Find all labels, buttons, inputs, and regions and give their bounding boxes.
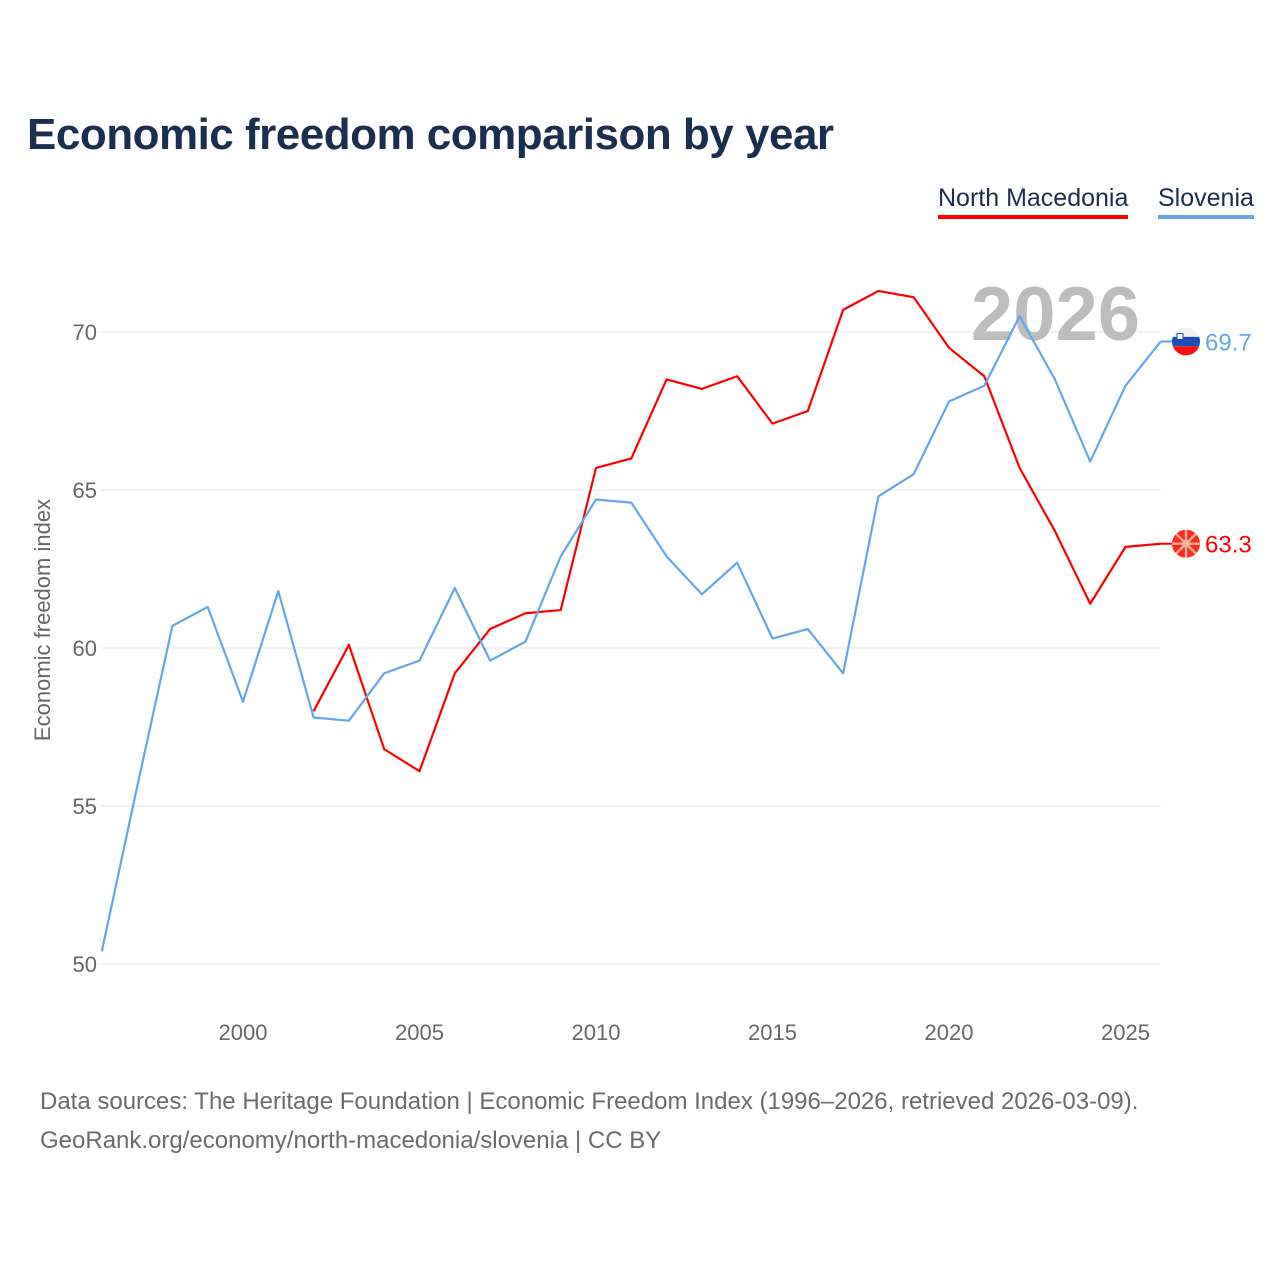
north-macedonia-flag-icon xyxy=(1172,529,1200,558)
series-line-north-macedonia xyxy=(312,289,1161,773)
y-tick-label: 55 xyxy=(73,794,97,819)
y-axis-label: Economic freedom index xyxy=(30,499,55,741)
x-tick-label: 2005 xyxy=(395,1020,444,1045)
y-tick-label: 50 xyxy=(73,952,97,977)
year-watermark: 2026 xyxy=(971,272,1140,357)
slovenia-flag-icon xyxy=(1172,327,1200,356)
x-tick-label: 2010 xyxy=(572,1020,621,1045)
chart-title: Economic freedom comparison by year xyxy=(27,110,834,159)
x-tick-label: 2020 xyxy=(925,1020,974,1045)
y-tick-label: 65 xyxy=(73,478,97,503)
x-tick-label: 2000 xyxy=(219,1020,268,1045)
y-tick-label: 70 xyxy=(73,320,97,345)
footer-sources: Data sources: The Heritage Foundation | … xyxy=(40,1088,1139,1115)
series-line-slovenia xyxy=(100,315,1162,952)
legend-north-macedonia[interactable]: North Macedonia xyxy=(938,184,1129,219)
x-tick-label: 2015 xyxy=(748,1020,797,1045)
end-value-label: 63.3 xyxy=(1205,532,1252,559)
footer-link[interactable]: GeoRank.org/economy/north-macedonia/slov… xyxy=(40,1127,662,1154)
x-tick-label: 2025 xyxy=(1101,1020,1150,1045)
legend-slovenia[interactable]: Slovenia xyxy=(1158,184,1254,219)
end-value-label: 69.7 xyxy=(1205,329,1252,356)
y-tick-label: 60 xyxy=(73,636,97,661)
